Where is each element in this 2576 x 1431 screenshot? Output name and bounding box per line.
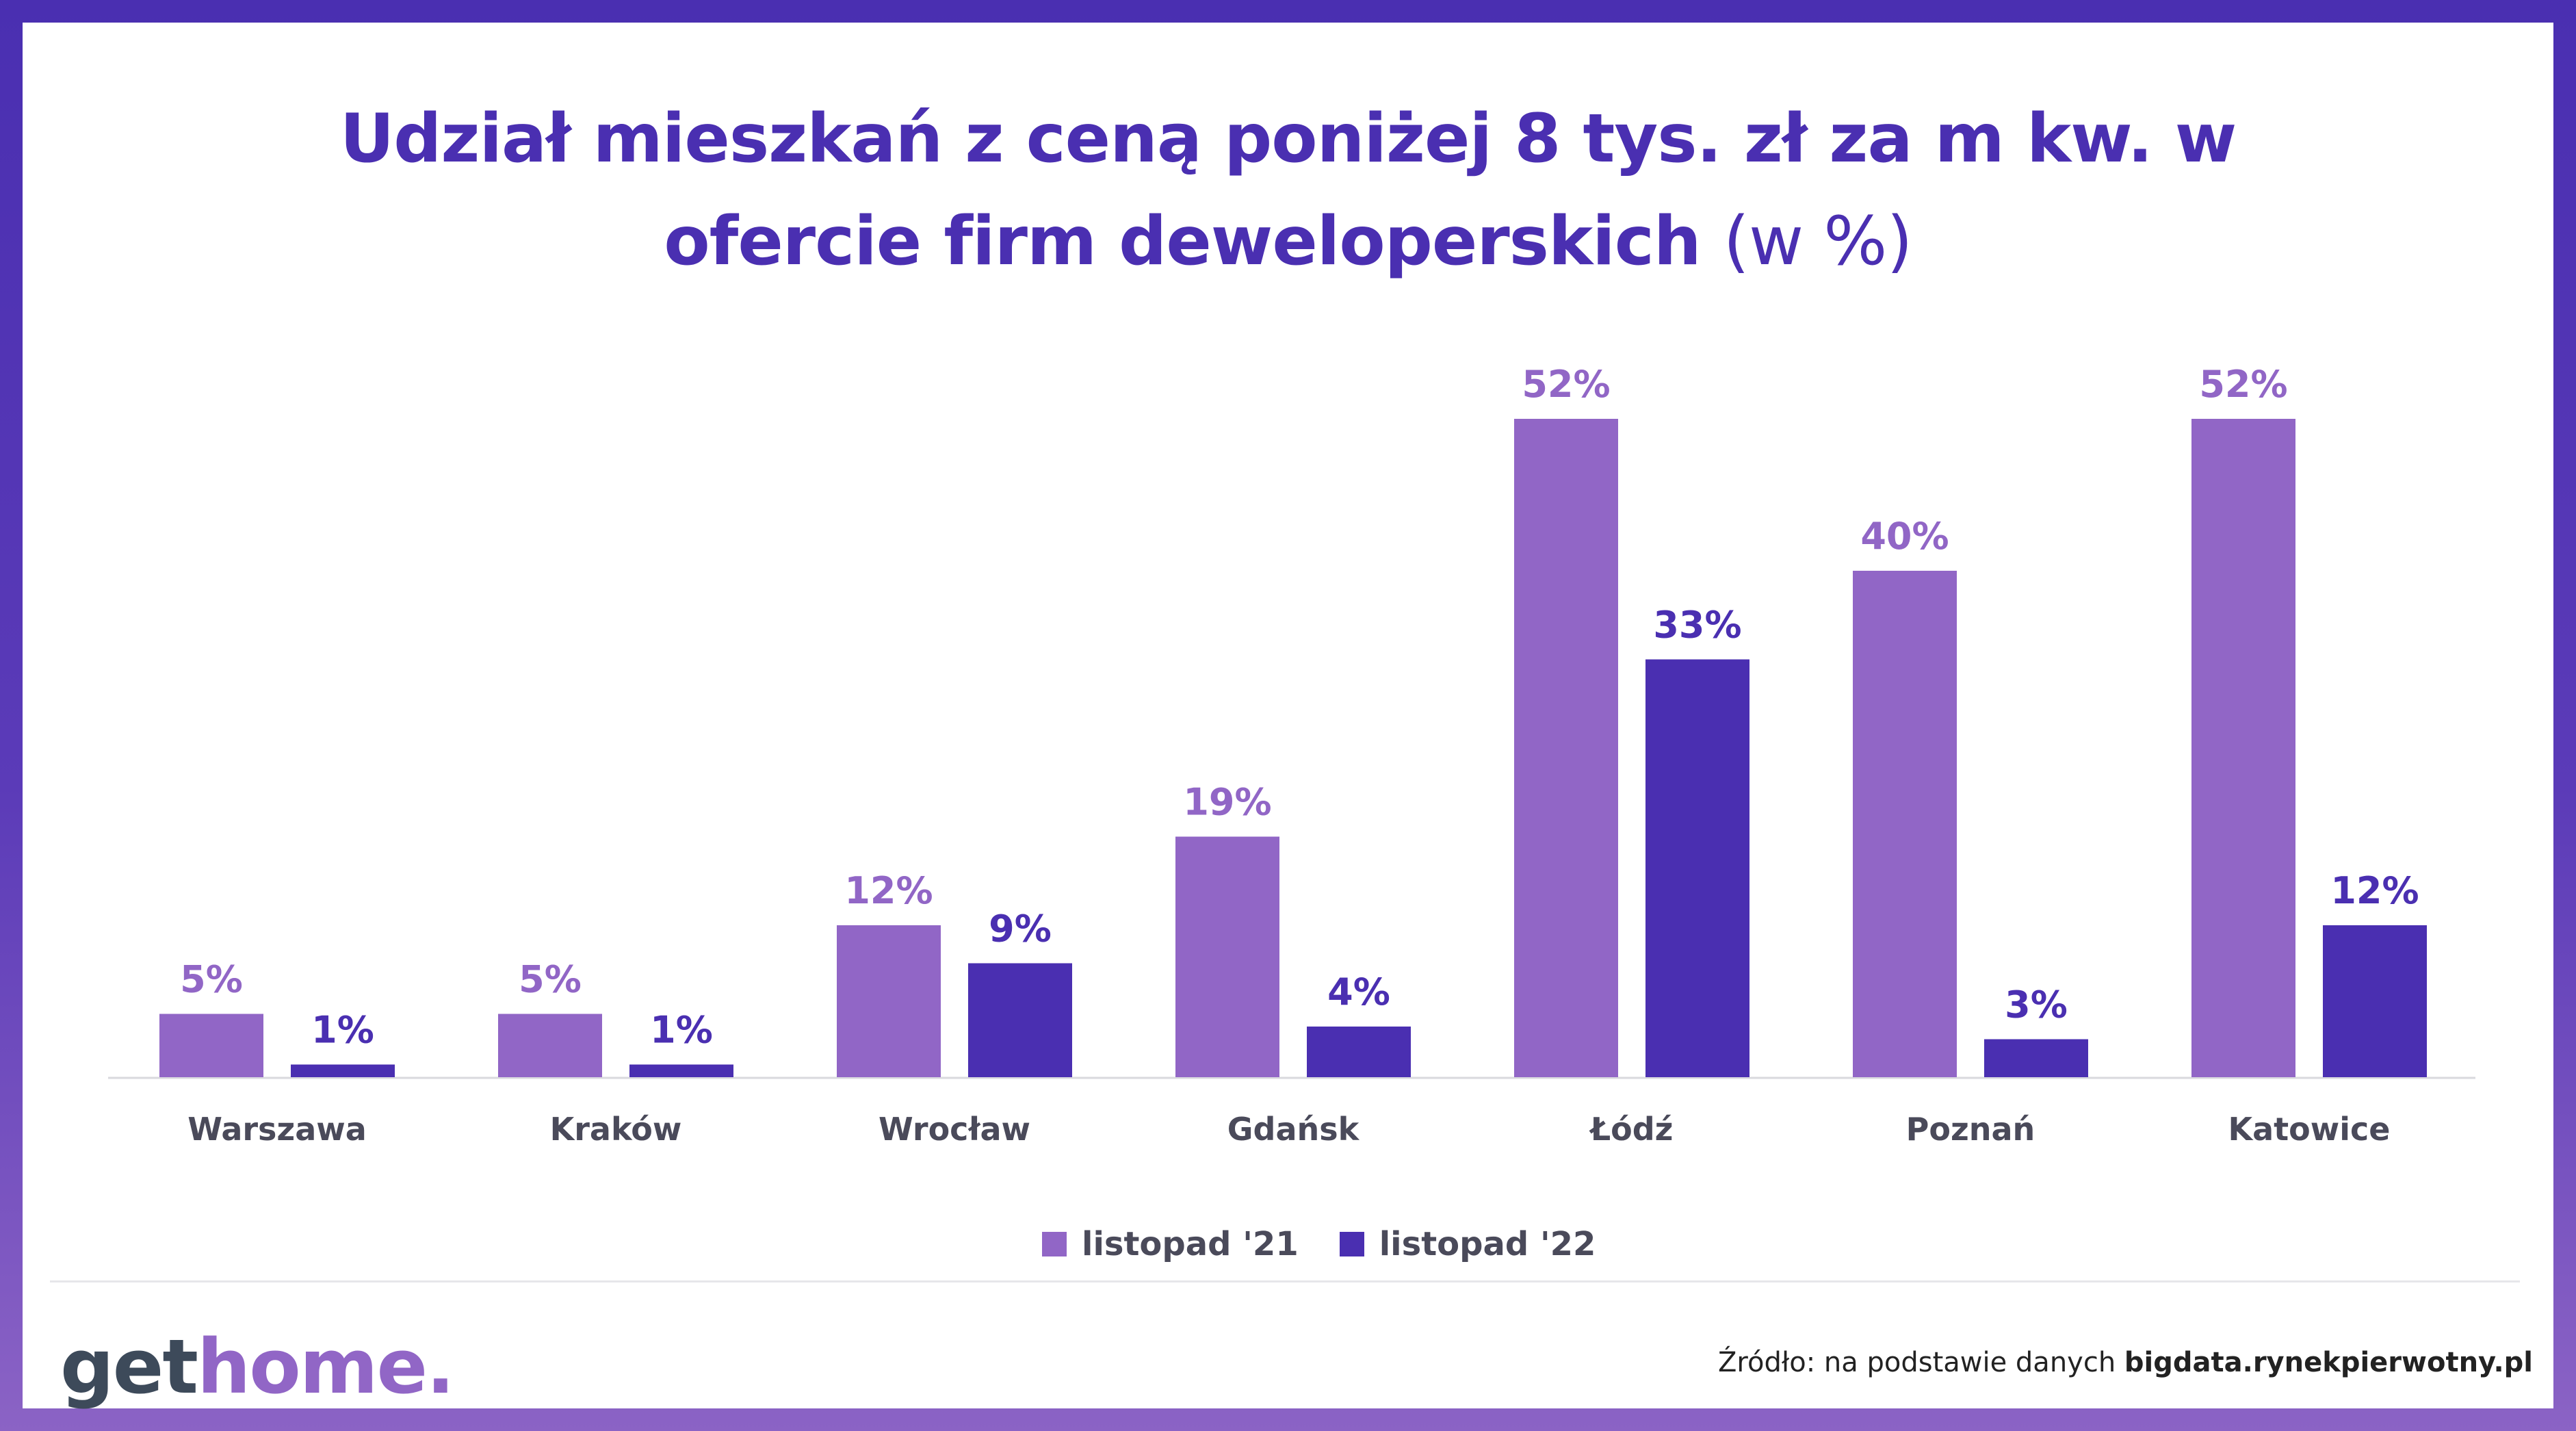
logo-part-home: home. <box>196 1323 455 1410</box>
footer-divider <box>50 1280 2520 1282</box>
data-label-2022: 3% <box>2005 983 2068 1027</box>
legend-label-2022: listopad '22 <box>1379 1225 1596 1263</box>
bar-2021 <box>159 1014 263 1077</box>
bar-2021 <box>2191 419 2295 1077</box>
bar-2022 <box>968 963 1072 1077</box>
data-label-2022: 1% <box>311 1009 374 1052</box>
bar-2022 <box>1307 1027 1411 1077</box>
source-prefix: Źródło: na podstawie danych <box>1718 1347 2124 1378</box>
category-label: Katowice <box>2228 1111 2390 1148</box>
data-label-2021: 19% <box>1183 781 1271 824</box>
bar-2022 <box>1645 659 1749 1077</box>
gethome-logo: gethome. <box>60 1323 455 1410</box>
data-label-2021: 12% <box>844 869 933 912</box>
bar-2022 <box>2323 925 2427 1077</box>
data-label-2022: 33% <box>1653 604 1741 647</box>
bar-2021 <box>1514 419 1618 1077</box>
data-label-2022: 1% <box>650 1009 713 1052</box>
data-label-2021: 52% <box>2199 363 2287 406</box>
category-label: Kraków <box>550 1111 682 1148</box>
title-unit: (w %) <box>1723 203 1913 281</box>
legend-item-2021: listopad '21 <box>1042 1225 1299 1263</box>
data-label-2021: 52% <box>1522 363 1610 406</box>
bar-2021 <box>1175 836 1279 1077</box>
bar-2021 <box>837 925 941 1077</box>
source-note: Źródło: na podstawie danych bigdata.ryne… <box>1718 1347 2533 1378</box>
source-site: bigdata.rynekpierwotny.pl <box>2124 1347 2533 1378</box>
data-label-2022: 9% <box>989 907 1052 951</box>
data-label-2022: 4% <box>1327 970 1390 1014</box>
title-line-2: ofercie firm deweloperskich <box>664 203 1701 281</box>
bar-2021 <box>498 1014 602 1077</box>
bar-2022 <box>291 1064 395 1077</box>
data-label-2021: 5% <box>180 958 243 1001</box>
legend: listopad '21 listopad '22 <box>1042 1224 1596 1265</box>
data-label-2021: 40% <box>1860 515 1949 558</box>
bar-2022 <box>1984 1039 2088 1077</box>
category-label: Wrocław <box>879 1111 1030 1148</box>
bar-2021 <box>1853 571 1957 1077</box>
legend-swatch-2021 <box>1042 1232 1067 1256</box>
category-label: Warszawa <box>187 1111 367 1148</box>
legend-swatch-2022 <box>1339 1232 1364 1256</box>
bar-chart: 5% 1% Warszawa 5% 1% Kraków 12% 9% Wrocław 19% 4% G… <box>108 363 2475 1148</box>
legend-item-2022: listopad '22 <box>1339 1225 1596 1263</box>
logo-part-get: get <box>60 1323 198 1410</box>
bar-2022 <box>629 1064 733 1077</box>
category-label: Łódź <box>1589 1111 1674 1148</box>
category-label: Poznań <box>1906 1111 2035 1148</box>
data-label-2022: 12% <box>2330 869 2419 912</box>
category-label: Gdańsk <box>1227 1111 1360 1148</box>
data-label-2021: 5% <box>519 958 582 1001</box>
chart-card: Udział mieszkań z ceną poniżej 8 tys. zł… <box>23 23 2553 1410</box>
legend-label-2021: listopad '21 <box>1082 1225 1299 1263</box>
title-line-1: Udział mieszkań z ceną poniżej 8 tys. zł… <box>339 100 2237 178</box>
chart-title: Udział mieszkań z ceną poniżej 8 tys. zł… <box>23 88 2553 293</box>
